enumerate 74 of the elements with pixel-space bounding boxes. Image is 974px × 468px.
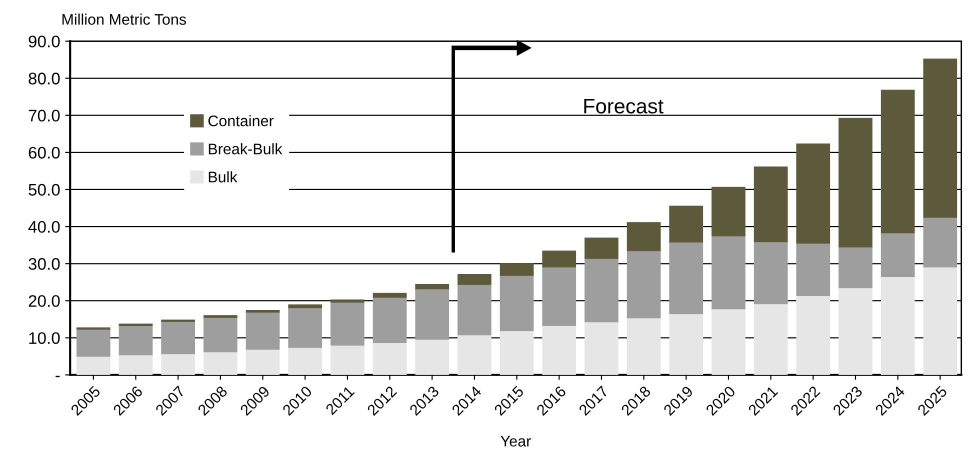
bar — [161, 353, 196, 375]
y-tick-label: - — [56, 376, 60, 378]
y-axis-title: Million Metric Tons — [62, 14, 186, 25]
bar — [626, 250, 661, 318]
bar — [118, 325, 153, 356]
y-tick-label: 20.0 — [28, 295, 60, 307]
bar — [796, 295, 830, 375]
y-tick-label: 60.0 — [28, 146, 60, 159]
bar — [372, 296, 407, 344]
bar — [880, 232, 915, 278]
bar — [838, 118, 872, 248]
bar — [415, 284, 450, 290]
legend-label: Bulk — [208, 171, 238, 182]
bar — [330, 300, 364, 303]
bar — [754, 303, 788, 375]
bar — [161, 321, 196, 354]
bar — [542, 325, 576, 375]
bar — [923, 216, 958, 268]
legend-label: Container — [208, 115, 274, 126]
y-tick-label: 90.0 — [28, 36, 60, 48]
bar — [458, 334, 492, 375]
bar — [372, 292, 407, 298]
bar — [754, 241, 788, 304]
bar — [203, 316, 238, 352]
bar — [542, 266, 576, 326]
annotation: Forecast — [584, 98, 664, 114]
bar — [626, 222, 661, 252]
x-axis-title: Year — [500, 436, 531, 447]
bar — [246, 312, 280, 350]
y-tick-label: 40.0 — [28, 220, 60, 233]
bar — [669, 313, 704, 375]
bar — [288, 347, 322, 375]
bar — [754, 166, 788, 242]
bar — [923, 266, 958, 375]
bar — [838, 246, 872, 288]
bar — [118, 354, 153, 375]
bar — [330, 344, 364, 375]
bar — [288, 304, 322, 308]
y-tick-label: 70.0 — [28, 110, 60, 122]
y-tick-label: 50.0 — [28, 184, 60, 196]
bar — [500, 263, 534, 276]
bar — [246, 348, 280, 375]
bar — [458, 284, 492, 336]
bar — [203, 351, 238, 375]
bar — [880, 90, 915, 234]
bar — [626, 317, 661, 375]
bar — [712, 186, 746, 236]
bar — [288, 307, 322, 348]
bar — [500, 330, 534, 375]
y-tick-label: 80.0 — [28, 72, 60, 84]
bar — [923, 58, 958, 218]
bar — [796, 143, 830, 244]
legend-label: Break-Bulk — [208, 143, 282, 154]
bar — [372, 342, 407, 375]
bar — [712, 308, 746, 375]
bar — [880, 276, 915, 375]
bar — [584, 321, 618, 375]
bar — [415, 288, 450, 340]
bar — [458, 274, 492, 285]
bar — [796, 242, 830, 296]
bar — [76, 328, 110, 357]
bar — [669, 242, 704, 314]
bar — [500, 275, 534, 332]
bar — [76, 356, 110, 375]
bar — [542, 250, 576, 268]
bar — [330, 302, 364, 346]
bar — [415, 338, 450, 375]
bar — [669, 206, 704, 243]
bar — [712, 235, 746, 310]
bar — [838, 287, 872, 375]
y-tick-label: 10.0 — [29, 332, 60, 344]
bar — [584, 258, 618, 322]
bar — [584, 238, 618, 259]
y-tick-label: 30.0 — [28, 258, 60, 270]
